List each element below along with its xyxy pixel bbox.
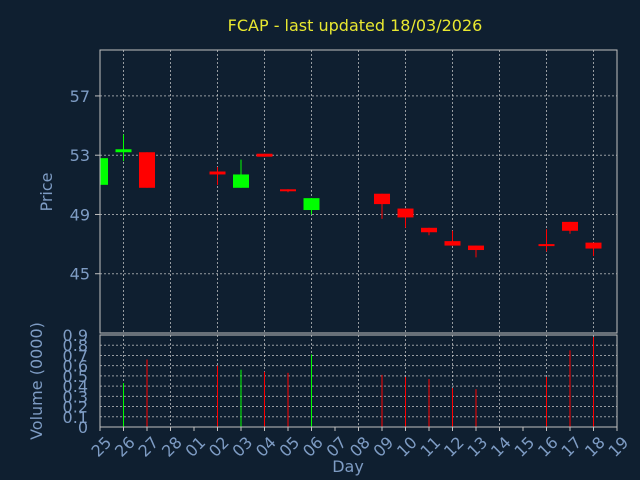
volume-axis-label: Volume (0000) xyxy=(27,322,46,440)
candle-body xyxy=(585,242,602,249)
candle-body xyxy=(233,174,249,188)
volume-tick-label: 0.3 xyxy=(63,387,88,406)
y-tick-label: 53 xyxy=(70,146,90,165)
candle-body xyxy=(209,171,226,175)
candle-body xyxy=(538,244,555,247)
volume-plot xyxy=(100,335,617,427)
candle-body xyxy=(397,208,414,218)
volume-bar xyxy=(287,372,289,427)
candle-body xyxy=(562,221,578,231)
volume-bar xyxy=(428,378,430,427)
candle-body xyxy=(421,227,437,233)
volume-frame xyxy=(99,334,618,428)
candle-body xyxy=(468,245,484,251)
volume-tick-label: 0.2 xyxy=(63,398,88,417)
volume-bar xyxy=(475,389,477,427)
candle-body xyxy=(280,189,296,192)
y-tick-label: 45 xyxy=(70,265,90,284)
volume-tick-label: 0.1 xyxy=(63,408,88,427)
volume-bar xyxy=(546,376,547,427)
y-tick-label: 49 xyxy=(70,205,90,224)
volume-bar xyxy=(405,376,406,427)
volume-bar xyxy=(381,374,383,427)
volume-bar xyxy=(217,365,218,427)
x-axis-label: Day xyxy=(332,457,364,476)
price-frame xyxy=(99,49,618,334)
volume-bar xyxy=(569,350,571,427)
candle-body xyxy=(303,198,320,211)
price-plot xyxy=(100,50,617,333)
volume-tick-label: 0.4 xyxy=(63,377,88,396)
volume-tick-label: 0.7 xyxy=(63,346,88,365)
volume-bar xyxy=(146,359,148,427)
volume-tick-label: 0.5 xyxy=(63,367,88,386)
volume-bar xyxy=(123,383,124,427)
candle-body xyxy=(374,193,390,205)
candle-body xyxy=(256,153,273,157)
volume-bar xyxy=(593,337,594,427)
y-tick-label: 57 xyxy=(70,87,90,106)
volume-bar xyxy=(240,369,242,427)
candle-body xyxy=(444,241,461,246)
candle-body xyxy=(139,152,155,188)
volume-tick-label: 0.9 xyxy=(63,326,88,345)
volume-bar xyxy=(452,388,453,427)
chart-title: FCAP - last updated 18/03/2026 xyxy=(228,16,483,35)
volume-bar xyxy=(311,354,312,427)
y-axis-label: Price xyxy=(37,172,56,211)
volume-tick-label: 0.8 xyxy=(63,336,88,355)
volume-tick-label: 0 xyxy=(78,418,88,437)
candle-body xyxy=(115,149,132,153)
volume-bar xyxy=(264,371,265,427)
candle-body xyxy=(100,158,108,185)
volume-tick-label: 0.6 xyxy=(63,357,88,376)
